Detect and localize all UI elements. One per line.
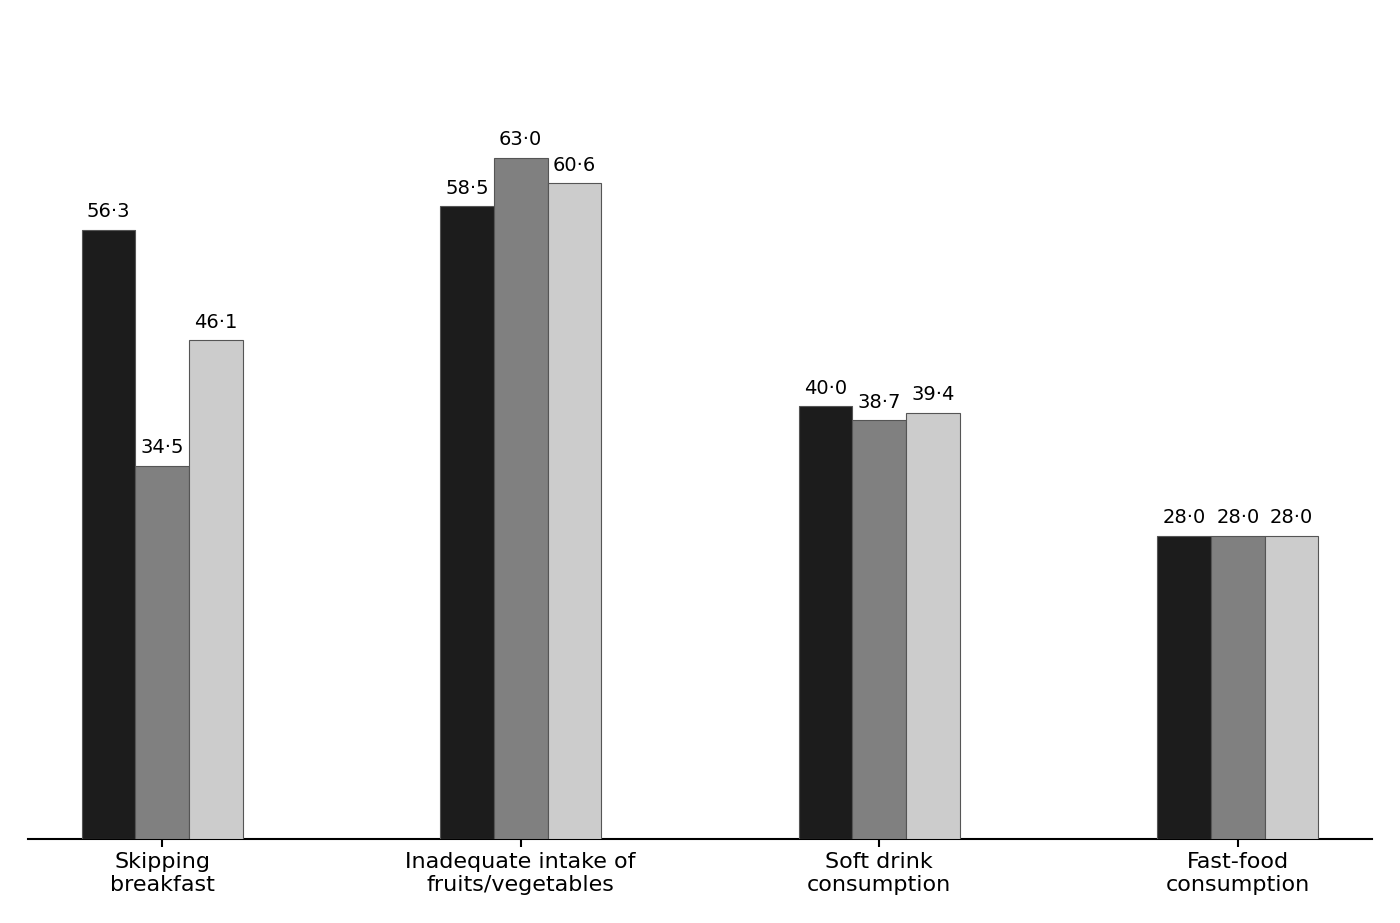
Text: 38·7: 38·7 xyxy=(858,392,902,412)
Bar xyxy=(189,341,242,839)
Text: 34·5: 34·5 xyxy=(140,438,183,457)
Bar xyxy=(494,158,547,839)
Bar xyxy=(81,230,136,839)
Bar xyxy=(853,420,906,839)
Bar xyxy=(1211,536,1264,839)
Bar xyxy=(906,413,960,839)
Text: 60·6: 60·6 xyxy=(553,156,596,174)
Text: 46·1: 46·1 xyxy=(195,313,238,331)
Bar xyxy=(440,206,494,839)
Bar xyxy=(136,466,189,839)
Text: 28·0: 28·0 xyxy=(1217,509,1260,527)
Text: 39·4: 39·4 xyxy=(911,385,955,404)
Text: 58·5: 58·5 xyxy=(445,178,489,198)
Text: 40·0: 40·0 xyxy=(804,378,847,398)
Text: 28·0: 28·0 xyxy=(1270,509,1313,527)
Text: 56·3: 56·3 xyxy=(87,202,130,222)
Bar xyxy=(798,406,853,839)
Text: 28·0: 28·0 xyxy=(1162,509,1205,527)
Text: 63·0: 63·0 xyxy=(500,130,542,149)
Bar xyxy=(1158,536,1211,839)
Bar xyxy=(547,184,602,839)
Bar xyxy=(1264,536,1319,839)
